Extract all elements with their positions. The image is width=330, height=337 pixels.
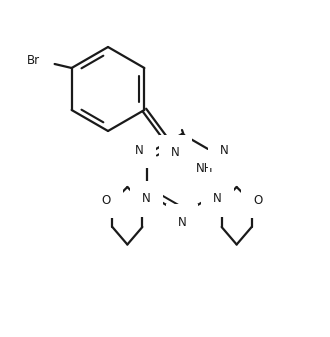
Text: O: O: [253, 193, 262, 207]
Text: O: O: [102, 193, 111, 207]
Text: Br: Br: [26, 54, 40, 66]
Text: N: N: [220, 144, 229, 156]
Text: N: N: [135, 144, 144, 156]
Text: N: N: [142, 192, 151, 206]
Text: N: N: [213, 192, 222, 206]
Text: N: N: [178, 215, 186, 228]
Text: N: N: [171, 147, 180, 159]
Text: NH: NH: [196, 161, 213, 175]
